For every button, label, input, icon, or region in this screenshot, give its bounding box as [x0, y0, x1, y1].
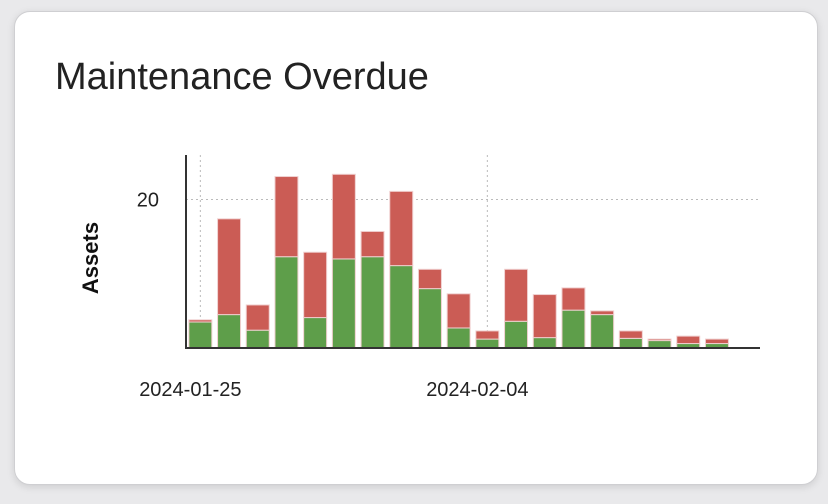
bar-segment	[504, 320, 529, 349]
bar-segment	[217, 314, 242, 349]
bar-segment	[274, 256, 299, 349]
maintenance-overdue-card: Maintenance Overdue	[14, 11, 818, 485]
bar-segment	[360, 256, 385, 349]
bar-segment	[561, 287, 586, 311]
bar-segment	[532, 294, 557, 339]
bar-segment	[303, 317, 328, 349]
bar-segment	[217, 218, 242, 316]
bar-segment	[532, 337, 557, 349]
bar-segment	[274, 176, 299, 258]
bar-segment	[417, 288, 442, 349]
bar-segment	[389, 190, 414, 267]
bar-segment	[504, 268, 529, 322]
x-tick-label: 2024-01-25	[139, 379, 241, 401]
bar-segment	[417, 268, 442, 290]
bar-segment	[647, 340, 672, 349]
bar-segment	[590, 310, 615, 316]
y-axis-label: Assets	[78, 222, 103, 294]
bar-segment	[590, 314, 615, 349]
bar-segment	[188, 321, 213, 349]
bar-segment	[561, 309, 586, 349]
bar-segment	[245, 304, 270, 331]
bar-segment	[704, 338, 729, 345]
bar-segment	[446, 293, 471, 329]
bar-segment	[676, 335, 701, 345]
card-title: Maintenance Overdue	[55, 56, 429, 98]
bar-segment	[303, 251, 328, 319]
bar-segment	[331, 258, 356, 349]
y-tick-label: 20	[137, 190, 159, 212]
bar-segment	[475, 330, 500, 340]
bar-segment	[618, 330, 643, 339]
bar-segment	[360, 230, 385, 258]
x-tick-label: 2024-02-04	[426, 379, 528, 401]
bar-segment	[331, 173, 356, 260]
bar-segment	[475, 338, 500, 349]
bar-segment	[389, 265, 414, 349]
bar-segment	[618, 337, 643, 349]
bar-segment	[245, 329, 270, 349]
bar-segment	[647, 338, 672, 342]
bar-segment	[188, 319, 213, 323]
bar-segment	[446, 327, 471, 349]
